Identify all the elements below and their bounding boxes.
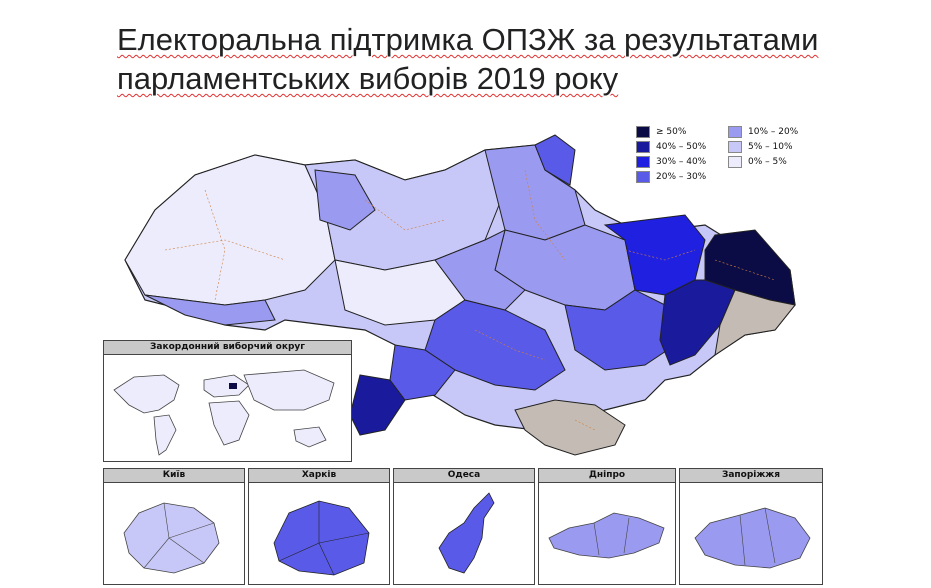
legend-label: 20% – 30% [656,172,707,182]
legend-label: 40% – 50% [656,142,707,152]
region-west [124,154,336,306]
continent-australia [293,426,327,448]
region-west-south [144,294,276,326]
dnipro-map [548,512,665,559]
title-line-2: парламентських виборів 2019 року [117,61,619,96]
legend-swatch [728,156,742,168]
legend-label: 5% – 10% [748,142,793,152]
ukraine-map [124,134,796,456]
abroad-district-panel: Закордонний виборчий округ [103,340,352,462]
kharkiv-map [273,500,370,576]
continent-north-america [113,374,180,414]
kyiv-map [123,502,220,574]
region-poltava [434,229,526,311]
kharkiv-districts [273,500,370,576]
inset-kyiv-title: Київ [104,469,244,483]
legend-label: ≥ 50% [656,127,687,137]
legend-item: 0% – 5% [728,156,787,168]
legend-label: 0% – 5% [748,157,787,167]
legend-swatch [636,141,650,153]
russia-highlight [229,383,237,389]
legend-label: 30% – 40% [656,157,707,167]
region-kyiv-area [314,169,376,231]
zaporizhzhia-map [694,507,811,569]
legend-swatch [636,156,650,168]
inset-kharkiv-title: Харків [249,469,389,483]
inset-odesa: Одеса [393,468,535,585]
legend-item: 20% – 30% [636,171,706,183]
world-map [113,369,335,456]
inset-dnipro-title: Дніпро [539,469,675,483]
continent-asia [243,369,335,411]
inset-dnipro: Дніпро [538,468,676,585]
district-borders [164,169,776,431]
odesa-districts [438,492,495,574]
inset-kyiv: Київ [103,468,245,585]
continent-europe [203,374,250,398]
inset-odesa-title: Одеса [394,469,534,483]
legend-item: 5% – 10% [728,141,793,153]
legend-swatch [636,171,650,183]
abroad-panel-title: Закордонний виборчий округ [104,341,351,355]
inset-zaporizhzhia: Запоріжжя [679,468,823,585]
continent-south-america [153,414,177,456]
continent-africa [208,400,250,446]
title-line-1: Електоральна підтримка ОПЗЖ за результат… [117,22,819,57]
region-occupied-east [714,289,796,357]
zaporizhzhia-districts [694,507,811,569]
page-title: Електоральна підтримка ОПЗЖ за результат… [117,20,837,98]
legend-swatch [728,141,742,153]
inset-zaporizhzhia-title: Запоріжжя [680,469,822,483]
map-legend: ≥ 50% 40% – 50% 30% – 40% 20% – 30% 10% … [636,126,836,186]
region-crimea [514,399,626,456]
legend-swatch [636,126,650,138]
odesa-map [438,492,495,574]
dnipro-districts [548,512,665,559]
legend-label: 10% – 20% [748,127,799,137]
inset-kharkiv: Харків [248,468,390,585]
legend-item: 30% – 40% [636,156,706,168]
kyiv-districts [123,502,220,574]
legend-item: 40% – 50% [636,141,706,153]
region-sumy-north [534,134,576,186]
legend-item: ≥ 50% [636,126,686,138]
legend-item: 10% – 20% [728,126,798,138]
legend-swatch [728,126,742,138]
region-odesa [389,344,456,401]
